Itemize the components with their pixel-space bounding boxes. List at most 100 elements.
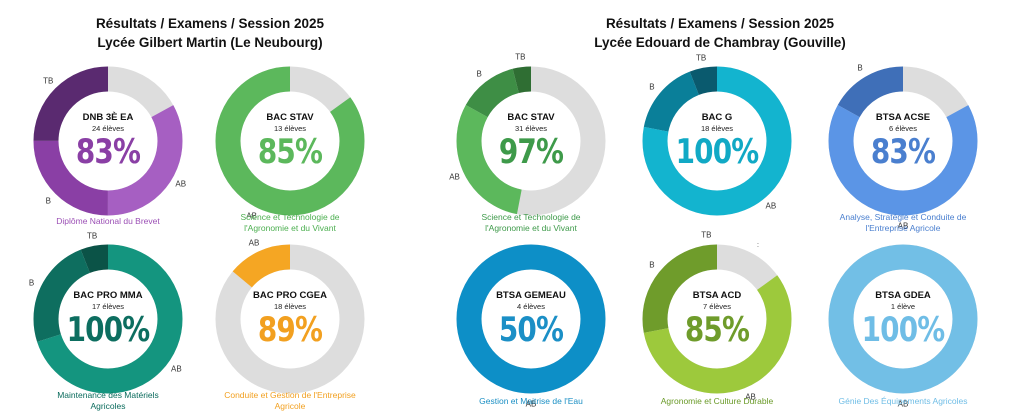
donut-svg (828, 244, 978, 394)
donut-segment-b (642, 244, 792, 394)
donut-segment-ab (456, 66, 606, 216)
segment-label-b: B (476, 69, 482, 79)
donut-segment-ab (33, 66, 183, 216)
donut-svg (456, 244, 606, 394)
segment-label-tb: TB (696, 53, 707, 63)
caption-line: Diplôme National du Brevet (56, 216, 160, 226)
success-rate: 100% (675, 132, 760, 172)
chart-title: BAC G (701, 112, 733, 123)
chart-title: DNB 3È EA (82, 112, 134, 123)
chart-title: BAC STAV (266, 112, 314, 123)
segment-label-tb: TB (43, 76, 54, 86)
donut-center: BTSA ACSE 6 élèves 83% (828, 66, 978, 216)
donut-center: BAC G 18 élèves 100% (642, 66, 792, 216)
donut-svg (642, 244, 792, 394)
caption-line: Agricoles (90, 401, 126, 411)
heading-left-line2: Lycée Gilbert Martin (Le Neubourg) (97, 35, 323, 50)
diploma-caption: Science et Technologie de l'Agronomie et … (441, 212, 621, 234)
segment-label-tb: TB (701, 230, 712, 240)
donut-chart: AB BAC STAV 13 élèves 85% (215, 66, 365, 221)
success-rate: 89% (257, 310, 323, 350)
caption-line: l'Agronomie et du Vivant (485, 223, 577, 233)
segment-label-b: B (857, 63, 863, 73)
diploma-caption: Agronomie et Culture Durable (627, 396, 807, 407)
diploma-caption: Analyse, Stratégie et Conduite de l'Entre… (813, 212, 993, 234)
caption-line: Maintenance des Matériels (57, 390, 159, 400)
student-count: 18 élèves (273, 302, 307, 311)
donut-segment-ab (456, 244, 606, 394)
donut-center: BAC STAV 31 élèves 97% (456, 66, 606, 216)
segment-label-b: B (45, 196, 51, 206)
stray-mark: : (757, 242, 759, 249)
donut-chart: TB B AB BAC PRO MMA 17 élèves 100% (29, 232, 183, 394)
donut-segment-b (33, 66, 183, 216)
donut-chart: B AB BTSA ACSE 6 élèves 83% (828, 63, 978, 230)
diploma-caption: Maintenance des Matériels Agricoles (18, 390, 198, 412)
student-count: 1 élève (890, 302, 916, 311)
success-rate: 85% (684, 310, 750, 350)
segment-label-ab: AB (765, 201, 777, 211)
donut-chart: AB BTSA GEMEAU 4 élèves 50% (456, 244, 606, 408)
student-count: 7 élèves (703, 302, 731, 311)
donut-svg (456, 66, 606, 216)
student-count: 18 élèves (700, 124, 734, 133)
segment-label-ab: AB (897, 399, 909, 408)
donut-chart: AB BTSA GDEA 1 élève 100% (828, 244, 978, 408)
school-heading-right: Résultats / Examens / Session 2025 Lycée… (560, 14, 880, 52)
segment-label-tb: TB (515, 52, 526, 62)
caption-line: l'Entreprise Agricole (865, 223, 941, 233)
chart-title: BAC PRO MMA (73, 290, 143, 301)
heading-right-line2: Lycée Edouard de Chambray (Gouville) (594, 35, 846, 50)
success-rate: 50% (498, 310, 564, 350)
chart-title: BAC PRO CGEA (253, 290, 327, 301)
heading-left-line1: Résultats / Examens / Session 2025 (95, 16, 325, 31)
chart-title: BAC STAV (507, 112, 555, 123)
donut-chart: TB B AB DNB 3È EA 24 élèves 83% (33, 66, 187, 216)
diploma-caption: Science et Technologie de l'Agronomie et … (200, 212, 380, 234)
donut-chart: TB B AB BAC G 18 élèves 100% (642, 54, 792, 216)
chart-title: BTSA ACSE (875, 112, 931, 123)
donut-svg (215, 66, 365, 216)
segment-label-ab: AB (175, 179, 187, 189)
donut-svg (215, 244, 365, 394)
donut-segment-ab (828, 244, 978, 394)
success-rate: 83% (75, 132, 141, 172)
success-rate: 97% (498, 132, 564, 172)
donut-segment-ab (642, 244, 792, 394)
success-rate: 83% (870, 132, 936, 172)
donut-segment-tb (33, 66, 183, 216)
donut-center: BAC PRO CGEA 18 élèves 89% (215, 244, 365, 394)
donut-svg (33, 66, 183, 216)
student-count: 4 élèves (517, 302, 545, 311)
segment-label-ab: AB (449, 172, 460, 182)
student-count: 17 élèves (91, 302, 125, 311)
caption-line: l'Agronomie et du Vivant (244, 223, 336, 233)
caption-line: Gestion et Maitrise de l'Eau (479, 396, 583, 406)
donut-segment-ab (828, 66, 978, 216)
donut-segment-b (33, 244, 183, 394)
segment-label-b: B (649, 260, 655, 270)
heading-right-line1: Résultats / Examens / Session 2025 (605, 16, 835, 31)
donut-segment-ab (33, 244, 183, 394)
caption-line: Science et Technologie de (240, 212, 340, 222)
donut-center: BTSA ACD 7 élèves 85% (642, 244, 792, 394)
chart-title: BTSA GEMEAU (496, 290, 566, 301)
student-count: 24 élèves (91, 124, 125, 133)
chart-title: BTSA ACD (692, 290, 742, 301)
donut-segment-tb (456, 66, 606, 216)
donut-svg (642, 66, 792, 216)
segment-label-b: B (649, 82, 655, 92)
donut-svg (828, 66, 978, 216)
school-heading-left: Résultats / Examens / Session 2025 Lycée… (60, 14, 360, 52)
donut-center: DNB 3È EA 24 élèves 83% (33, 66, 183, 216)
diploma-caption: Gestion et Maitrise de l'Eau (441, 396, 621, 407)
segment-label-tb: TB (87, 231, 98, 241)
segment-label-ab: AB (897, 221, 909, 230)
donut-segment-b (828, 66, 978, 216)
segment-label-ab: AB (171, 364, 182, 374)
donut-svg (33, 244, 183, 394)
student-count: 6 élèves (889, 124, 917, 133)
donut-chart: AB BAC PRO CGEA 18 élèves 89% (215, 238, 365, 394)
donut-segment-ab (642, 66, 792, 216)
success-rate: 100% (861, 310, 946, 350)
